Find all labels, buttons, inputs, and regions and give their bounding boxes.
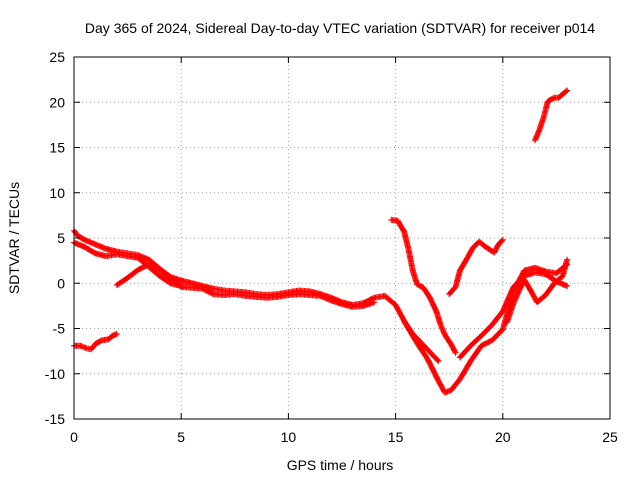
data-point xyxy=(564,87,571,94)
series-track-i xyxy=(456,269,571,361)
data-point xyxy=(371,299,378,306)
series-track-g xyxy=(71,330,120,353)
data-point xyxy=(434,357,441,364)
axes: 0 5 10 15 20 25 -15 -10 -5 0 5 10 15 20 25 xyxy=(45,49,618,445)
x-tick-label: 5 xyxy=(177,429,185,445)
series-track-d xyxy=(388,216,459,356)
x-tick-label: 0 xyxy=(70,429,78,445)
series-track-j xyxy=(504,256,571,326)
y-tick-label: 5 xyxy=(57,230,65,246)
series-track-e xyxy=(446,236,506,298)
x-tick-label: 15 xyxy=(388,429,404,445)
y-tick-label: -10 xyxy=(45,366,65,382)
data-point xyxy=(452,348,459,355)
data-point xyxy=(499,236,506,243)
grid xyxy=(74,57,610,419)
y-tick-label: 25 xyxy=(49,49,65,65)
series-track-b xyxy=(71,239,185,289)
data-point xyxy=(564,282,571,289)
data-points xyxy=(71,87,571,396)
x-tick-label: 10 xyxy=(281,429,297,445)
y-tick-label: 15 xyxy=(49,140,65,156)
data-point xyxy=(564,256,571,263)
series-track-f xyxy=(401,318,442,365)
data-point xyxy=(498,237,505,244)
y-tick-label: 20 xyxy=(49,94,65,110)
chart-title: Day 365 of 2024, Sidereal Day-to-day VTE… xyxy=(85,20,595,36)
x-axis-label: GPS time / hours xyxy=(287,457,394,473)
series-track-c xyxy=(113,261,378,310)
y-tick-label: 0 xyxy=(57,275,65,291)
y-axis-label: SDTVAR / TECUs xyxy=(6,182,22,294)
data-point xyxy=(435,358,442,365)
x-tick-label: 20 xyxy=(495,429,511,445)
x-tick-label: 25 xyxy=(602,429,618,445)
data-point xyxy=(452,349,459,356)
series-track-h xyxy=(531,87,571,144)
data-point xyxy=(563,88,570,95)
data-point xyxy=(113,330,120,337)
y-tick-label: 10 xyxy=(49,185,65,201)
y-tick-label: -5 xyxy=(53,321,66,337)
y-tick-label: -15 xyxy=(45,411,65,427)
